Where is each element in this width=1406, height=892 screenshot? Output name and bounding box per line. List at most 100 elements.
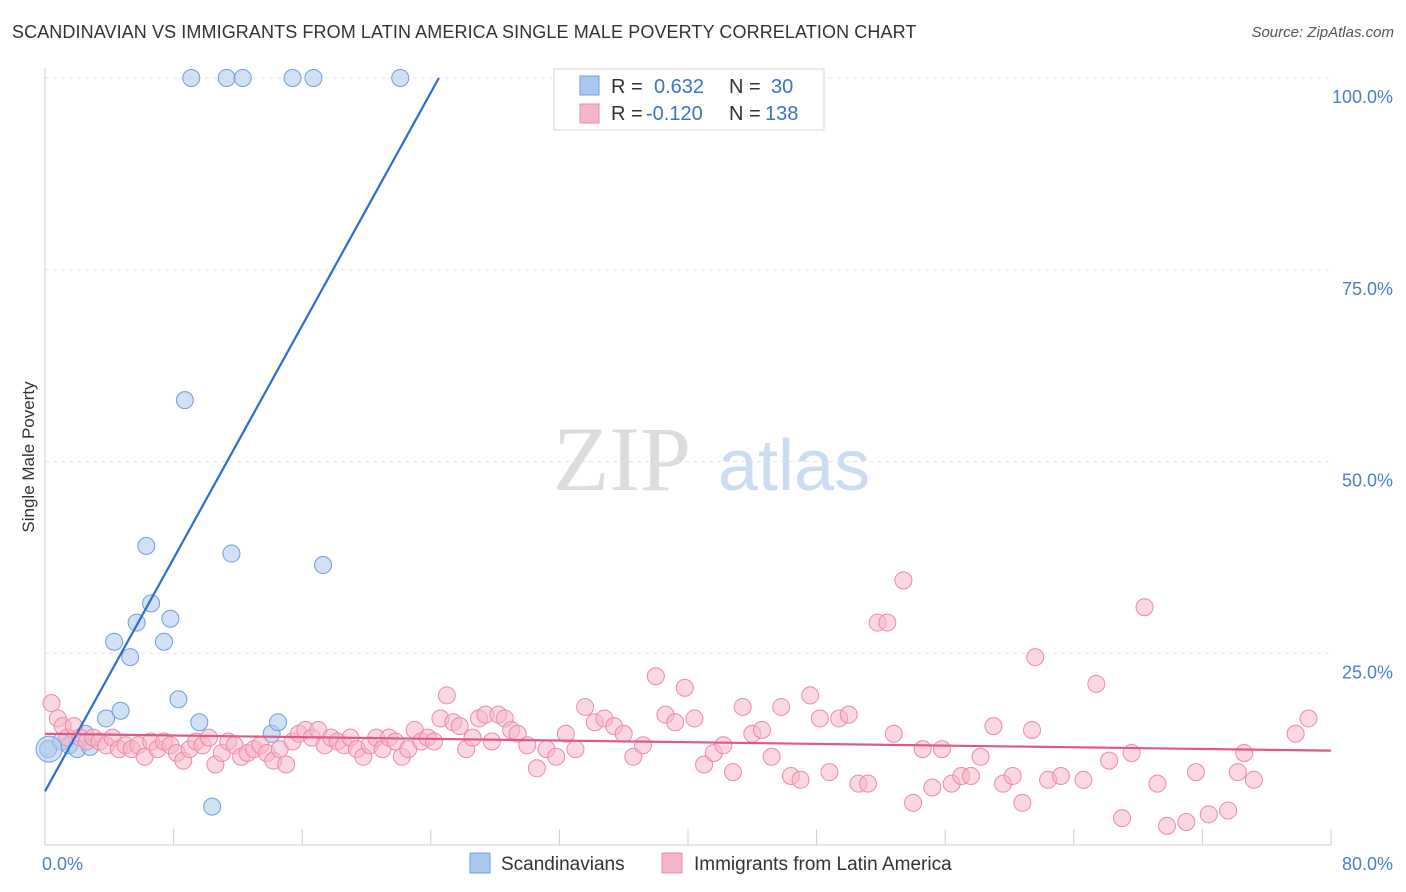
legend-n-value-2: 138 <box>765 103 798 125</box>
watermark-zip: ZIP <box>553 408 691 510</box>
data-point <box>425 732 444 751</box>
data-point <box>791 770 810 789</box>
data-point <box>695 755 714 774</box>
data-point <box>624 747 643 766</box>
chart-title: SCANDINAVIAN VS IMMIGRANTS FROM LATIN AM… <box>12 22 917 42</box>
data-point <box>463 728 482 747</box>
data-point <box>1013 793 1032 812</box>
data-point <box>724 763 743 782</box>
data-point <box>733 697 752 716</box>
data-point <box>1158 816 1177 835</box>
data-point <box>1244 770 1263 789</box>
data-point <box>556 724 575 743</box>
grid-lines <box>45 77 1331 654</box>
series-legend: Scandinavians Immigrants from Latin Amer… <box>469 852 952 875</box>
data-point <box>222 544 241 563</box>
data-point <box>839 705 858 724</box>
data-point <box>175 391 194 410</box>
series-latin-america-points <box>42 571 1318 835</box>
data-point <box>576 697 595 716</box>
data-point <box>182 69 201 87</box>
data-point <box>437 686 456 705</box>
data-point <box>714 736 733 755</box>
data-point <box>1026 648 1045 667</box>
data-point <box>527 759 546 778</box>
data-point <box>984 717 1003 736</box>
y-axis-label: Single Male Poverty <box>19 381 38 533</box>
x-tick-label-min: 0.0% <box>42 854 83 874</box>
data-point <box>1228 763 1247 782</box>
legend-r-label-2: R = <box>611 103 643 125</box>
data-point <box>666 713 685 732</box>
data-point <box>154 632 173 651</box>
data-point <box>772 697 791 716</box>
data-point <box>675 678 694 697</box>
trend-lines <box>44 77 1332 792</box>
bottom-legend-label-latin-america: Immigrants from Latin America <box>694 854 952 875</box>
data-point <box>482 732 501 751</box>
data-point <box>233 69 252 87</box>
data-point <box>859 774 878 793</box>
data-point <box>314 556 333 575</box>
data-point <box>810 709 829 728</box>
bottom-legend-swatch-latin-america <box>661 852 683 874</box>
data-point <box>904 793 923 812</box>
data-point <box>269 713 288 732</box>
bottom-legend-label-scandinavians: Scandinavians <box>501 854 625 875</box>
data-point <box>42 694 61 713</box>
data-point <box>1299 709 1318 728</box>
data-point <box>1113 809 1132 828</box>
data-point <box>820 763 839 782</box>
data-point <box>646 667 665 686</box>
data-point <box>913 740 932 759</box>
data-point <box>1087 674 1106 693</box>
data-point <box>878 613 897 632</box>
data-point <box>894 571 913 590</box>
axes <box>44 68 1332 846</box>
y-tick-label: 100.0% <box>1332 87 1393 107</box>
trend-line-scandinavians <box>44 77 440 792</box>
tick-labels: 25.0% 50.0% 75.0% 100.0% 0.0% 80.0% <box>42 87 1393 874</box>
data-point <box>614 724 633 743</box>
data-point <box>391 69 410 87</box>
data-point <box>633 736 652 755</box>
data-point <box>1177 812 1196 831</box>
data-point <box>35 735 63 763</box>
legend-r-value-2: -0.120 <box>646 103 703 125</box>
legend-r-value-1: 0.632 <box>654 76 704 98</box>
data-point <box>1235 743 1254 762</box>
data-point <box>304 69 323 87</box>
data-point <box>1148 774 1167 793</box>
data-point <box>961 766 980 785</box>
y-tick-label: 50.0% <box>1342 471 1393 491</box>
data-point <box>1135 598 1154 617</box>
data-point <box>762 747 781 766</box>
data-point <box>1100 751 1119 770</box>
data-point <box>277 755 296 774</box>
data-point <box>1074 770 1093 789</box>
data-point <box>547 747 566 766</box>
data-point <box>752 720 771 739</box>
bottom-legend-swatch-scandinavians <box>469 852 491 874</box>
data-point <box>111 701 130 720</box>
data-point <box>508 724 527 743</box>
data-point <box>1186 763 1205 782</box>
legend-n-label-2: N = <box>729 103 761 125</box>
data-point <box>1219 801 1238 820</box>
data-point <box>199 728 218 747</box>
data-point <box>190 713 209 732</box>
legend-swatch-scandinavians <box>579 75 600 96</box>
data-point <box>283 69 302 87</box>
y-tick-label: 75.0% <box>1342 279 1393 299</box>
series-scandinavians-points <box>35 69 410 816</box>
data-point <box>801 686 820 705</box>
data-point <box>1003 766 1022 785</box>
legend-r-label-1: R = <box>611 76 643 98</box>
data-point <box>97 709 116 728</box>
y-tick-label: 25.0% <box>1342 662 1393 682</box>
data-point <box>137 536 156 555</box>
data-point <box>1023 720 1042 739</box>
data-point <box>121 648 140 667</box>
data-point <box>203 797 222 816</box>
